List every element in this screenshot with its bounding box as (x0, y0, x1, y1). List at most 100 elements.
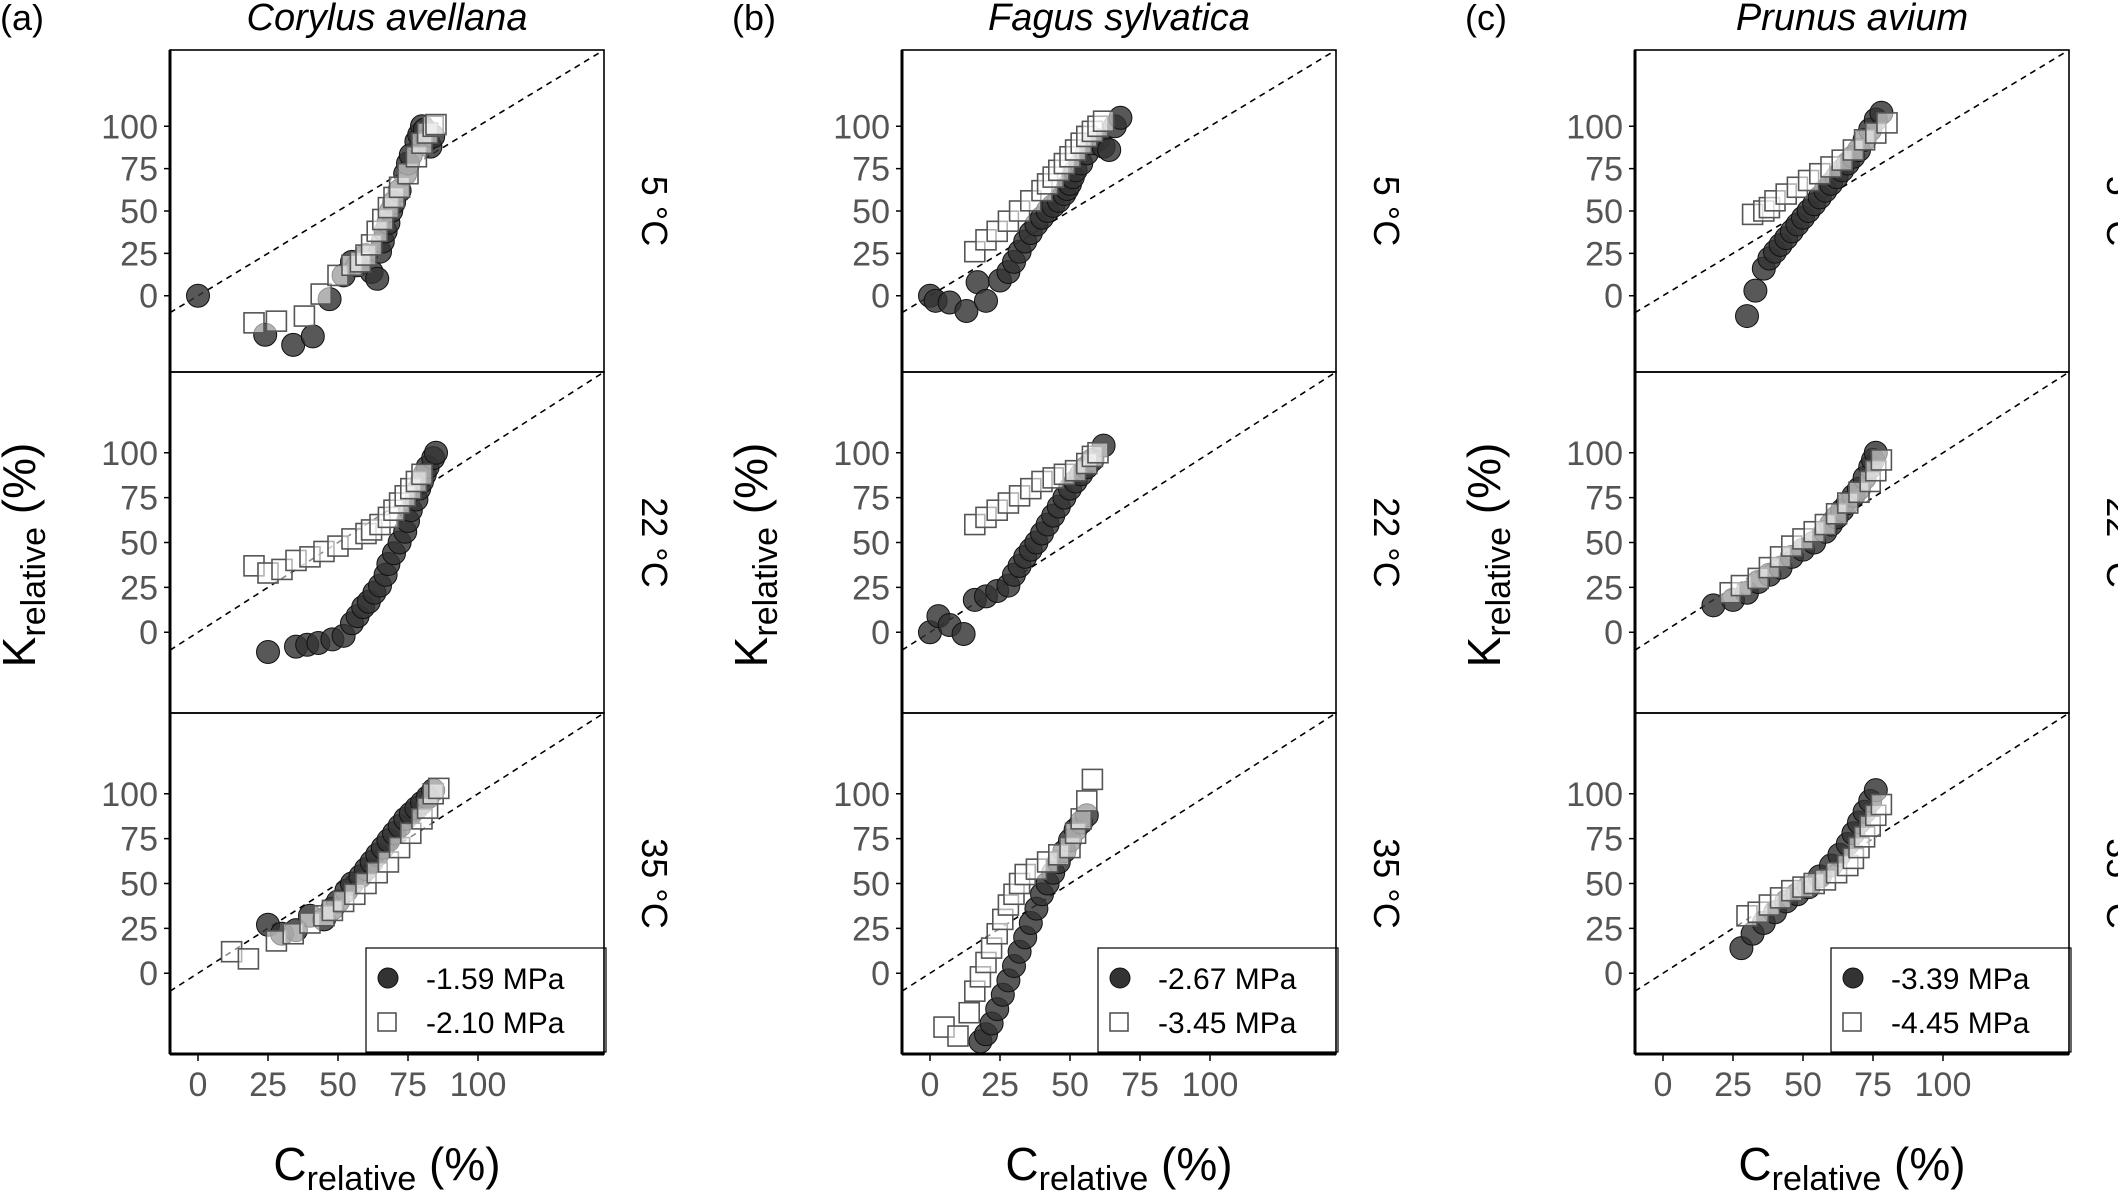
x-axis-title: Crelative (%) (1005, 1138, 1232, 1194)
legend-box (1097, 947, 1339, 1053)
facet-frame (1634, 49, 2070, 373)
y-axis-title: Krelative (%) (725, 443, 785, 668)
y-tick-label: 0 (871, 955, 890, 993)
data-point-square (1876, 112, 1898, 134)
facet-row-1: 0 25 50 75 100 22 °C (833, 371, 1407, 714)
legend-marker-square (377, 1012, 397, 1032)
facet-row-1: 0 25 50 75 100 22 °C (101, 371, 675, 714)
x-axis-title-unit: (%) (1881, 1138, 1965, 1190)
y-tick-label: 50 (1585, 525, 1623, 563)
data-point-square (1076, 790, 1098, 812)
y-axis-title-unit: (%) (0, 443, 45, 527)
y-tick-label: 50 (120, 525, 158, 563)
y-tick-label: 75 (1585, 480, 1623, 518)
y-tick-label: 0 (1604, 278, 1623, 316)
one-to-one-line (1635, 50, 2069, 314)
x-tick-label: 25 (1714, 1066, 1752, 1104)
x-tick-label: 0 (921, 1066, 940, 1104)
x-tick-label: 75 (1854, 1066, 1892, 1104)
panel-tag: (a) (0, 0, 44, 38)
facet-strip-label: 35 °C (1366, 838, 1407, 928)
points-group (243, 440, 448, 664)
data-point-square (243, 312, 265, 334)
facet-row-0: 0 25 50 75 100 5 °C (833, 49, 1407, 373)
x-tick-label: 0 (189, 1066, 208, 1104)
y-tick-label: 100 (1566, 776, 1623, 814)
legend: -1.59 MPa -2.10 MPa (365, 947, 607, 1053)
x-tick-label: 25 (249, 1066, 287, 1104)
facet-frame (1634, 371, 2070, 714)
panel-title: Prunus avium (1736, 0, 1968, 39)
points-group (1735, 100, 1898, 329)
x-tick-label: 0 (1654, 1066, 1673, 1104)
x-tick-label: 100 (1915, 1066, 1972, 1104)
x-axis-title-sub: relative (1772, 1160, 1882, 1194)
y-axis-title: Krelative (%) (0, 443, 53, 668)
points-group (918, 433, 1116, 647)
facet-row-1: 0 25 50 75 100 22 °C (1566, 371, 2118, 714)
y-tick-label: 25 (120, 910, 158, 948)
x-tick-label: 75 (389, 1066, 427, 1104)
data-point-circle (186, 283, 210, 308)
facet-strip-label: 5 °C (2099, 176, 2118, 246)
y-tick-label: 0 (871, 278, 890, 316)
y-tick-label: 75 (120, 151, 158, 189)
legend-label: -3.45 MPa (1158, 1007, 1297, 1040)
y-tick-label: 100 (833, 108, 890, 146)
data-point-circle (1743, 278, 1768, 303)
x-tick-label: 100 (450, 1066, 507, 1104)
x-tick-label: 50 (1051, 1066, 1089, 1104)
data-point-circle (954, 298, 979, 323)
data-point-square (1092, 110, 1115, 132)
data-point-square (237, 948, 260, 970)
points-group (918, 105, 1133, 323)
legend-marker-circle (1109, 967, 1131, 989)
y-axis-title: Krelative (%) (1458, 443, 1518, 668)
legend-marker-circle (377, 967, 399, 989)
legend-label: -3.39 MPa (1891, 963, 2030, 996)
legend-marker-square (1109, 1012, 1129, 1032)
data-point-square (310, 283, 333, 305)
y-tick-label: 75 (1585, 151, 1623, 189)
y-tick-label: 50 (120, 193, 158, 231)
data-point-square (427, 777, 450, 800)
panel-title: Corylus avellana (247, 0, 528, 39)
y-axis-title-main: K (725, 636, 777, 667)
x-axis-title-unit: (%) (416, 1138, 500, 1190)
legend-marker-circle (1842, 967, 1864, 989)
y-tick-label: 100 (101, 435, 158, 473)
y-tick-label: 75 (852, 480, 890, 518)
y-tick-label: 25 (852, 235, 890, 273)
x-axis-title-main: C (1005, 1138, 1038, 1190)
y-tick-label: 75 (852, 151, 890, 189)
x-axis-title-sub: relative (307, 1160, 417, 1194)
panel-tag: (b) (732, 0, 776, 38)
y-tick-label: 25 (120, 569, 158, 607)
y-tick-label: 100 (1566, 435, 1623, 473)
y-tick-label: 50 (1585, 866, 1623, 904)
y-tick-label: 50 (852, 525, 890, 563)
x-axis-title-unit: (%) (1148, 1138, 1232, 1190)
data-point-square (1081, 768, 1104, 791)
y-tick-label: 75 (120, 821, 158, 859)
panel-tag: (c) (1465, 0, 1507, 38)
x-tick-label: 75 (1121, 1066, 1159, 1104)
x-axis-title: Crelative (%) (1738, 1138, 1965, 1194)
data-point-circle (951, 622, 976, 647)
y-tick-label: 75 (1585, 821, 1623, 859)
legend-box (365, 947, 607, 1053)
y-tick-label: 0 (1604, 955, 1623, 993)
y-tick-label: 100 (101, 776, 158, 814)
one-to-one-line (902, 372, 1336, 651)
x-tick-label: 50 (319, 1066, 357, 1104)
x-axis-title-main: C (273, 1138, 306, 1190)
y-tick-label: 50 (852, 193, 890, 231)
one-to-one-line (902, 50, 1336, 314)
y-axis-title-unit: (%) (1458, 443, 1510, 527)
y-tick-label: 75 (852, 821, 890, 859)
y-tick-label: 50 (1585, 193, 1623, 231)
y-tick-label: 25 (1585, 569, 1623, 607)
data-point-circle (974, 288, 998, 313)
data-point-circle (1735, 304, 1759, 329)
facet-strip-label: 5 °C (1366, 176, 1407, 246)
